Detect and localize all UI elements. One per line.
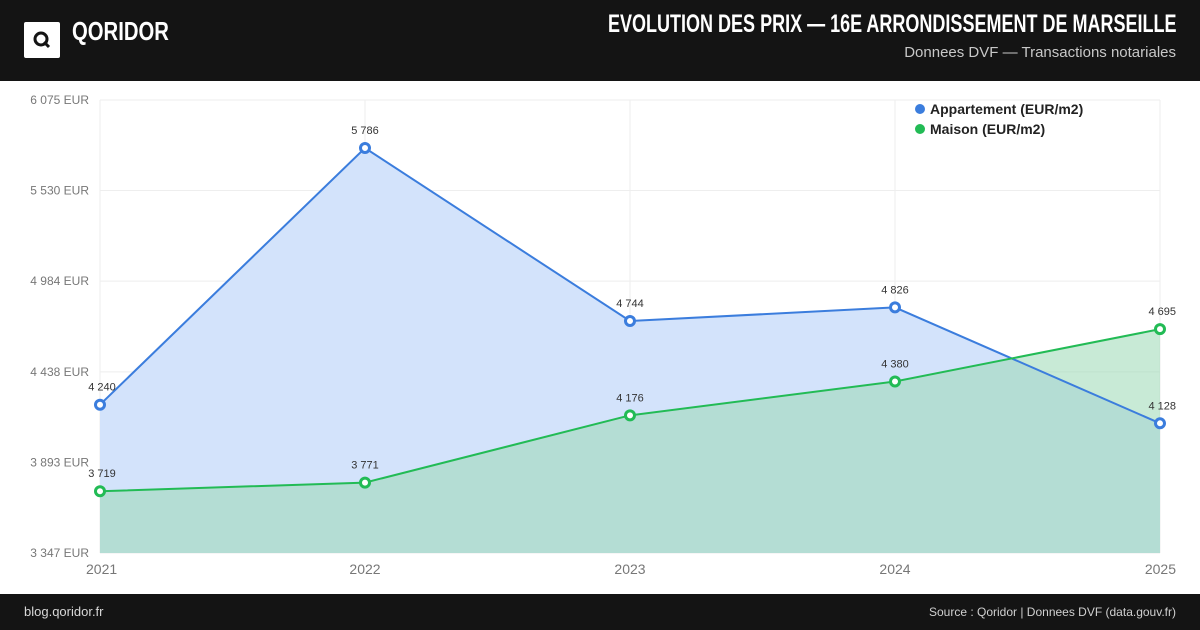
- footer-bar: blog.qoridor.fr Source : Qoridor | Donne…: [0, 594, 1200, 630]
- data-points: [94, 141, 1166, 498]
- maison-point: [889, 375, 901, 388]
- appartement-point: [889, 301, 901, 314]
- maison-data-label: 3 771: [351, 460, 379, 472]
- page-title: EVOLUTION DES PRIX — 16E ARRONDISSEMENT …: [607, 10, 1176, 38]
- y-tick-label: 4 984 EUR: [30, 274, 89, 288]
- appartement-point: [624, 315, 636, 328]
- maison-point: [624, 409, 636, 422]
- maison-point: [359, 476, 371, 489]
- appartement-data-label: 5 786: [351, 125, 379, 137]
- maison-point: [1154, 323, 1166, 336]
- header-bar: QORIDOR EVOLUTION DES PRIX — 16E ARRONDI…: [0, 0, 1200, 81]
- maison-data-label: 4 176: [616, 392, 644, 404]
- price-evolution-chart: 4 240 5 786 4 744 4 826 4 128 3 719 3 771 4 176…: [30, 93, 1176, 577]
- logo-q-icon: [33, 31, 51, 49]
- maison-legend-label: Maison (EUR/m2): [930, 121, 1045, 137]
- maison-data-label: 4 695: [1148, 306, 1176, 318]
- appartement-point: [94, 398, 106, 411]
- data-labels: 4 240 5 786 4 744 4 826 4 128 3 719 3 771 4 176…: [88, 125, 1176, 480]
- y-tick-label: 5 530 EUR: [30, 184, 89, 198]
- maison-data-label: 3 719: [88, 468, 116, 480]
- x-tick-label: 2025: [1145, 561, 1176, 577]
- maison-data-label: 4 380: [881, 358, 909, 370]
- axis-labels: 3 347 EUR 3 893 EUR 4 438 EUR 4 984 EUR 5 53…: [30, 93, 1176, 577]
- appartement-point: [1154, 417, 1166, 430]
- footer-site: blog.qoridor.fr: [24, 604, 104, 619]
- appartement-data-label: 4 744: [616, 298, 644, 310]
- appartement-point: [359, 141, 371, 154]
- y-tick-label: 3 893 EUR: [30, 455, 89, 469]
- maison-point: [94, 485, 106, 498]
- x-tick-label: 2022: [349, 561, 380, 577]
- appartement-data-label: 4 240: [88, 382, 116, 394]
- page-subtitle: Donnees DVF — Transactions notariales: [904, 44, 1176, 61]
- maison-legend-marker: [915, 124, 925, 134]
- logo: [24, 22, 60, 58]
- x-tick-label: 2024: [879, 561, 910, 577]
- x-tick-label: 2023: [614, 561, 645, 577]
- appartement-legend-marker: [915, 104, 925, 114]
- appartement-data-label: 4 128: [1148, 400, 1176, 412]
- appartement-data-label: 4 826: [881, 284, 909, 296]
- x-tick-label: 2021: [86, 561, 117, 577]
- footer-source: Source : Qoridor | Donnees DVF (data.gou…: [928, 605, 1176, 619]
- appartement-legend-label: Appartement (EUR/m2): [930, 101, 1083, 117]
- y-tick-label: 6 075 EUR: [30, 93, 89, 107]
- y-tick-label: 3 347 EUR: [30, 546, 89, 560]
- y-tick-label: 4 438 EUR: [30, 365, 89, 379]
- legend: Appartement (EUR/m2) Maison (EUR/m2): [915, 101, 1083, 137]
- brand-name: QORIDOR: [72, 16, 169, 46]
